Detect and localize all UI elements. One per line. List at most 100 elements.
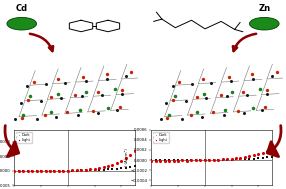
Point (61, 169, 66, 172)
Point (21, 169, 25, 172)
Point (207, 159, 212, 162)
Point (84, 168, 88, 171)
Point (39, 170, 43, 173)
Point (110, 163, 115, 166)
Point (52, 169, 57, 172)
Point (48, 170, 52, 173)
Point (61, 169, 66, 172)
Point (128, 153, 133, 156)
Point (65, 169, 70, 172)
Point (176, 159, 180, 162)
Point (79, 169, 84, 172)
Point (243, 158, 247, 161)
Point (128, 166, 133, 169)
Point (92, 169, 97, 172)
Point (30, 169, 34, 172)
Point (202, 159, 207, 162)
Point (34, 170, 39, 173)
Point (48, 169, 52, 172)
Point (256, 157, 261, 160)
Point (153, 159, 158, 162)
Point (115, 167, 119, 170)
Point (194, 159, 198, 162)
Point (171, 159, 176, 162)
Point (269, 148, 274, 151)
Point (220, 158, 225, 161)
Point (43, 169, 48, 172)
Circle shape (7, 17, 37, 30)
Point (153, 159, 158, 162)
Point (243, 155, 247, 158)
Point (101, 166, 106, 169)
Point (198, 159, 202, 162)
Point (180, 159, 185, 162)
Point (65, 169, 70, 172)
Point (180, 159, 185, 162)
Point (57, 169, 61, 172)
Point (198, 159, 202, 162)
Point (167, 159, 171, 162)
Point (252, 154, 256, 157)
Point (207, 158, 212, 161)
Point (162, 159, 167, 162)
Point (265, 150, 269, 153)
Y-axis label: I (A/cm²): I (A/cm²) (125, 149, 129, 167)
Point (247, 157, 252, 160)
Point (216, 158, 221, 161)
Point (220, 158, 225, 161)
Point (70, 169, 75, 172)
Point (97, 166, 101, 169)
Point (234, 158, 238, 161)
Point (225, 158, 229, 161)
Point (79, 168, 84, 171)
Legend: Dark, Light: Dark, Light (16, 132, 32, 143)
Point (101, 168, 106, 171)
Point (202, 159, 207, 162)
Point (25, 169, 30, 172)
Point (30, 170, 34, 173)
Point (97, 168, 101, 171)
Point (247, 154, 252, 157)
Point (74, 169, 79, 172)
Point (225, 157, 229, 160)
Point (265, 156, 269, 159)
Point (88, 169, 92, 172)
Point (70, 169, 75, 172)
Point (84, 169, 88, 172)
Point (158, 159, 162, 162)
Point (158, 159, 162, 162)
Point (12, 170, 17, 173)
Point (74, 169, 79, 172)
Point (124, 157, 128, 160)
Point (115, 162, 119, 165)
Point (229, 158, 234, 161)
Point (17, 170, 21, 173)
Point (211, 158, 216, 161)
Point (261, 156, 265, 159)
Point (176, 159, 180, 162)
Point (252, 157, 256, 160)
Point (12, 169, 17, 172)
Point (162, 159, 167, 162)
Point (52, 170, 57, 173)
Point (34, 169, 39, 172)
Point (88, 168, 92, 171)
Point (238, 156, 243, 159)
Point (216, 158, 221, 161)
Point (119, 160, 124, 163)
Point (194, 159, 198, 162)
Point (211, 158, 216, 161)
Point (149, 159, 154, 162)
Point (261, 151, 265, 154)
Point (189, 159, 194, 162)
Point (189, 159, 194, 162)
Point (57, 170, 61, 173)
Point (106, 165, 110, 168)
Circle shape (249, 17, 279, 30)
Point (17, 169, 21, 172)
Point (238, 158, 243, 161)
Point (92, 167, 97, 170)
Point (229, 157, 234, 160)
Point (106, 168, 110, 171)
Text: Zn: Zn (258, 4, 270, 13)
